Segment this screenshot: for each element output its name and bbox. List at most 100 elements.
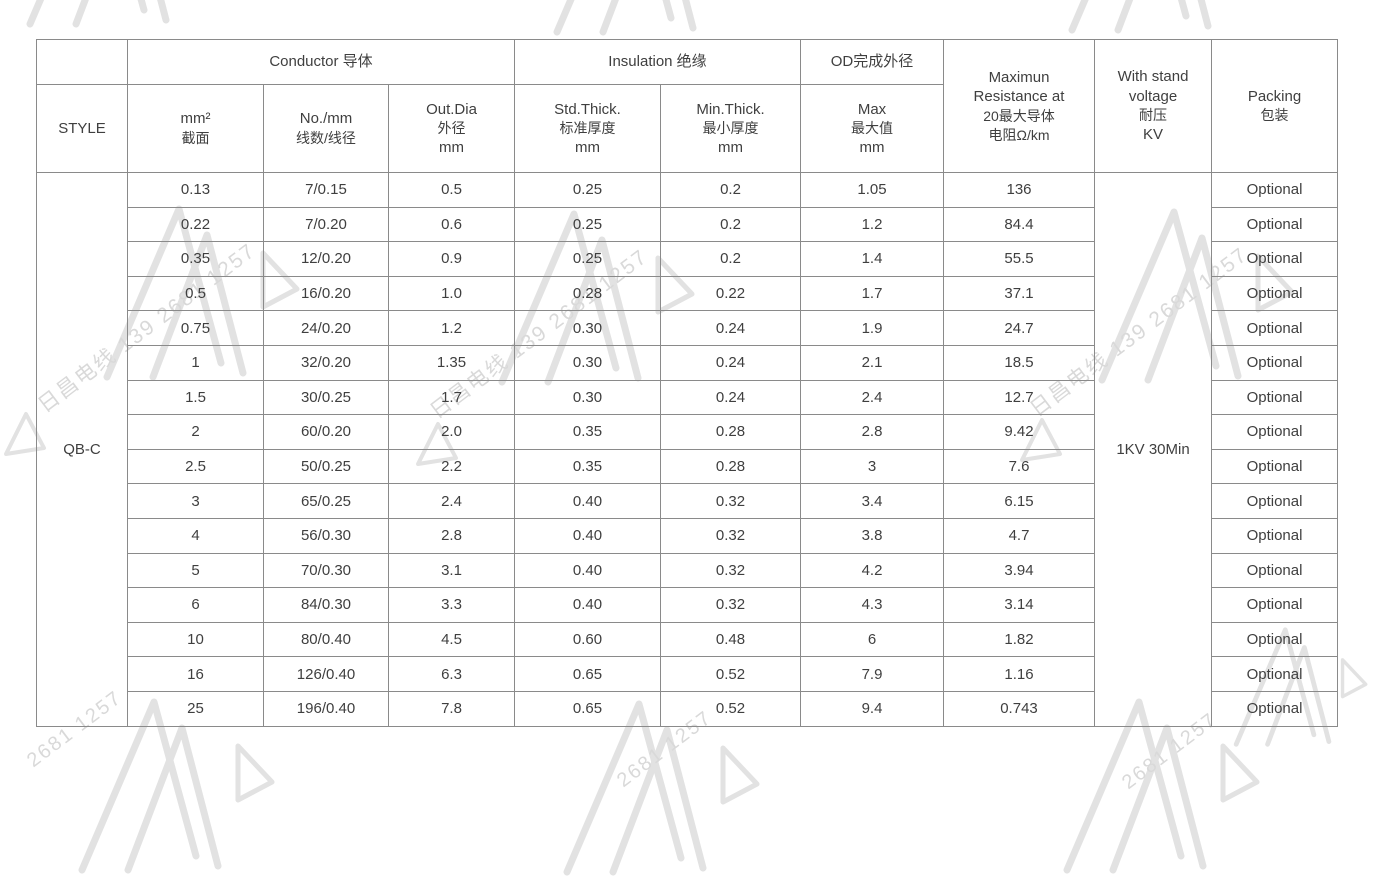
header-insulation-group: Insulation 绝缘: [514, 39, 801, 85]
cell-mm2: 1.5: [127, 379, 264, 416]
cell-mm2: 2: [127, 414, 264, 450]
cell-mm2: 0.13: [127, 172, 264, 208]
cell-resistance: 136: [943, 172, 1095, 208]
spec-table: Conductor 导体 Insulation 绝缘 OD完成外径 Maximu…: [36, 39, 1338, 727]
cell-resistance: 55.5: [943, 241, 1095, 277]
cell-out-dia: 0.5: [388, 172, 515, 208]
cell-no-mm: 30/0.25: [263, 379, 389, 416]
table-row: 10 80/0.40 4.5 0.60 0.48 6 1.82 Optional: [37, 621, 1338, 658]
cell-min-thick: 0.28: [660, 414, 801, 450]
cell-std-thick: 0.25: [514, 241, 661, 277]
cell-style: QB-C: [36, 172, 128, 727]
cell-std-thick: 0.25: [514, 172, 661, 208]
watermark-logo-icon: [1060, 0, 1280, 38]
header-od-group: OD完成外径: [800, 39, 944, 85]
cell-no-mm: 16/0.20: [263, 275, 389, 312]
cell-resistance: 18.5: [943, 344, 1095, 381]
cell-no-mm: 7/0.20: [263, 206, 389, 243]
cell-packing: Optional: [1211, 206, 1338, 243]
cell-resistance: 9.42: [943, 414, 1095, 450]
cell-no-mm: 60/0.20: [263, 414, 389, 450]
cell-resistance: 84.4: [943, 206, 1095, 243]
cell-resistance: 0.743: [943, 690, 1095, 727]
cell-packing: Optional: [1211, 448, 1338, 485]
cell-out-dia: 0.6: [388, 206, 515, 243]
header-group-row: Conductor 导体 Insulation 绝缘 OD完成外径 Maximu…: [36, 39, 1338, 173]
cell-mm2: 25: [127, 690, 264, 727]
table-header: Conductor 导体 Insulation 绝缘 OD完成外径 Maximu…: [36, 39, 1338, 173]
cell-min-thick: 0.48: [660, 621, 801, 658]
cell-out-dia: 3.1: [388, 552, 515, 589]
cell-od-max: 2.1: [800, 344, 944, 381]
cell-resistance: 12.7: [943, 379, 1095, 416]
cell-no-mm: 7/0.15: [263, 172, 389, 208]
table-row: 3 65/0.25 2.4 0.40 0.32 3.4 6.15 Optional: [37, 483, 1338, 519]
header-withstand: With stand voltage 耐压 KV: [1094, 39, 1212, 173]
cell-std-thick: 0.30: [514, 344, 661, 381]
cell-no-mm: 24/0.20: [263, 310, 389, 346]
cell-packing: Optional: [1211, 241, 1338, 277]
cell-min-thick: 0.22: [660, 275, 801, 312]
cell-min-thick: 0.52: [660, 656, 801, 692]
cell-od-max: 2.4: [800, 379, 944, 416]
cell-out-dia: 3.3: [388, 587, 515, 623]
cell-no-mm: 56/0.30: [263, 517, 389, 554]
cell-packing: Optional: [1211, 310, 1338, 346]
cell-min-thick: 0.24: [660, 310, 801, 346]
cell-od-max: 2.8: [800, 414, 944, 450]
cell-out-dia: 2.4: [388, 483, 515, 519]
cell-out-dia: 2.2: [388, 448, 515, 485]
cell-od-max: 7.9: [800, 656, 944, 692]
cell-od-max: 9.4: [800, 690, 944, 727]
cell-packing: Optional: [1211, 483, 1338, 519]
cell-std-thick: 0.25: [514, 206, 661, 243]
cell-min-thick: 0.32: [660, 517, 801, 554]
cell-packing: Optional: [1211, 517, 1338, 554]
cell-min-thick: 0.2: [660, 241, 801, 277]
cell-resistance: 7.6: [943, 448, 1095, 485]
cell-mm2: 16: [127, 656, 264, 692]
cell-od-max: 1.2: [800, 206, 944, 243]
cell-packing: Optional: [1211, 414, 1338, 450]
table-row: 6 84/0.30 3.3 0.40 0.32 4.3 3.14 Optional: [37, 587, 1338, 623]
cell-mm2: 6: [127, 587, 264, 623]
cell-std-thick: 0.30: [514, 310, 661, 346]
header-resistance: Maximun Resistance at 20最大导体 电阻Ω/km: [943, 39, 1095, 173]
cell-mm2: 2.5: [127, 448, 264, 485]
cell-od-max: 3.8: [800, 517, 944, 554]
cell-min-thick: 0.52: [660, 690, 801, 727]
cell-no-mm: 80/0.40: [263, 621, 389, 658]
cell-std-thick: 0.30: [514, 379, 661, 416]
cell-no-mm: 126/0.40: [263, 656, 389, 692]
cell-packing: Optional: [1211, 172, 1338, 208]
cell-no-mm: 196/0.40: [263, 690, 389, 727]
cell-min-thick: 0.24: [660, 344, 801, 381]
header-conductor-group: Conductor 导体: [127, 39, 515, 85]
cell-out-dia: 1.0: [388, 275, 515, 312]
cell-std-thick: 0.65: [514, 690, 661, 727]
cell-resistance: 4.7: [943, 517, 1095, 554]
cell-std-thick: 0.40: [514, 552, 661, 589]
cell-mm2: 0.5: [127, 275, 264, 312]
cell-min-thick: 0.32: [660, 483, 801, 519]
cell-packing: Optional: [1211, 621, 1338, 658]
cell-std-thick: 0.65: [514, 656, 661, 692]
cell-resistance: 1.82: [943, 621, 1095, 658]
cell-std-thick: 0.40: [514, 517, 661, 554]
header-style: STYLE: [36, 84, 128, 173]
table-body: QB-C 0.13 7/0.15 0.5 0.25 0.2 1.05 136 1KV 30Min…: [36, 172, 1338, 727]
header-out-dia: Out.Dia 外径 mm: [388, 84, 515, 173]
cell-mm2: 5: [127, 552, 264, 589]
cell-packing: Optional: [1211, 379, 1338, 416]
cell-od-max: 6: [800, 621, 944, 658]
cell-std-thick: 0.40: [514, 483, 661, 519]
cell-min-thick: 0.28: [660, 448, 801, 485]
cell-out-dia: 1.7: [388, 379, 515, 416]
cell-resistance: 3.14: [943, 587, 1095, 623]
cell-std-thick: 0.28: [514, 275, 661, 312]
cell-packing: Optional: [1211, 552, 1338, 589]
cell-od-max: 1.9: [800, 310, 944, 346]
watermark-logo-icon: [545, 0, 765, 40]
header-packing: Packing 包装: [1211, 39, 1338, 173]
header-min-thick: Min.Thick. 最小厚度 mm: [660, 84, 801, 173]
